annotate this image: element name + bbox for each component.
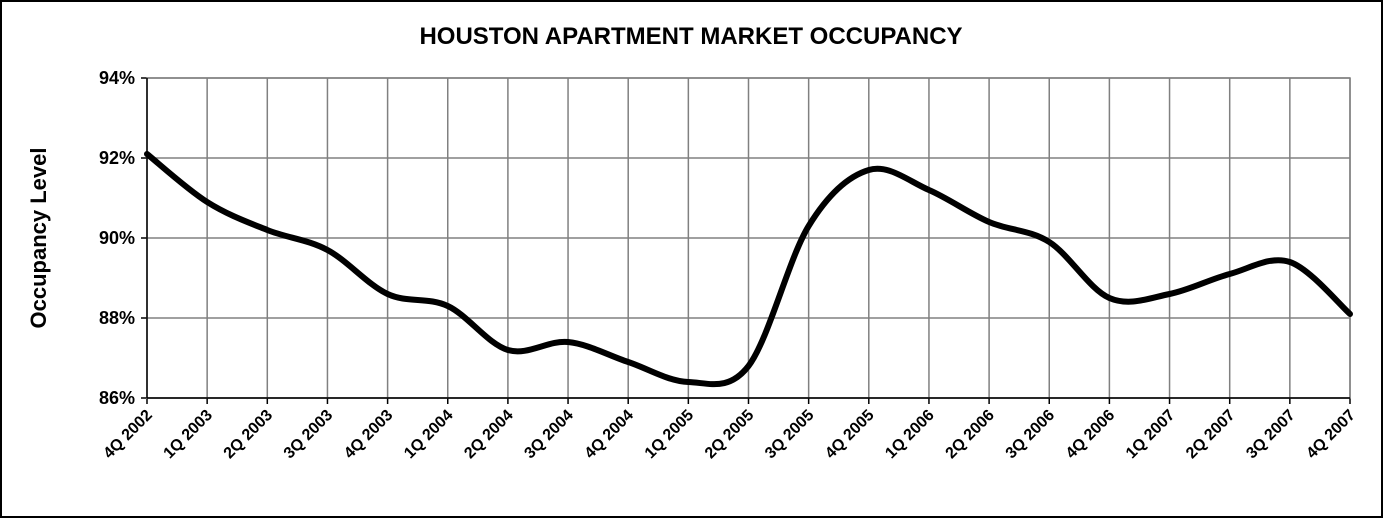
- line: [144, 151, 1353, 388]
- y-tick-label: 86%: [99, 388, 135, 408]
- y-tick-label: 94%: [99, 68, 135, 88]
- y-tick-label: 92%: [99, 148, 135, 168]
- chart-title: HOUSTON APARTMENT MARKET OCCUPANCY: [419, 23, 962, 50]
- y-tick-label: 88%: [99, 308, 135, 328]
- y-axis-label: Occupancy Level: [26, 148, 51, 329]
- y-tick-label: 90%: [99, 228, 135, 248]
